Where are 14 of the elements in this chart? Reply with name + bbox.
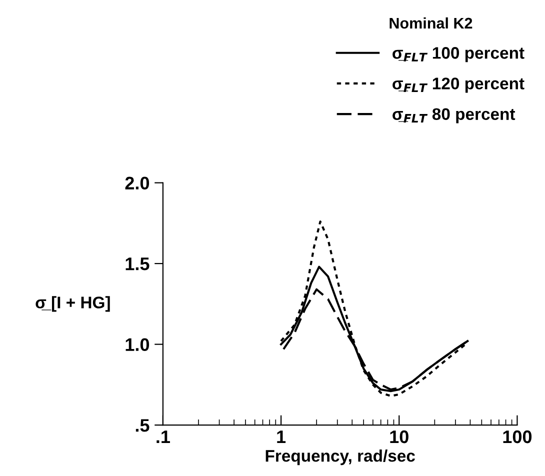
legend-label: σ̲$_{FLT}$ 100 percent	[392, 47, 524, 62]
y-tick-label: 1.0	[126, 338, 150, 352]
x-tick-label: 100	[503, 430, 532, 444]
legend-label: σ̲$_{FLT}$ 120 percent	[392, 78, 524, 93]
y-tick-label: .5	[136, 419, 150, 432]
legend-title: Nominal K2	[390, 17, 472, 29]
y-axis-title: σ̲ [I + HG]	[36, 296, 110, 312]
x-tick-label: 10	[390, 430, 408, 444]
y-tick-label: 1.5	[126, 258, 150, 270]
legend-label: σ̲$_{FLT}$ 80 percent	[392, 108, 516, 124]
x-tick-label: .1	[156, 430, 170, 444]
y-tick-label: 2.0	[125, 176, 150, 190]
x-tick-label: 1	[277, 430, 286, 444]
x-axis-title: Frequency, rad/sec	[266, 450, 415, 466]
